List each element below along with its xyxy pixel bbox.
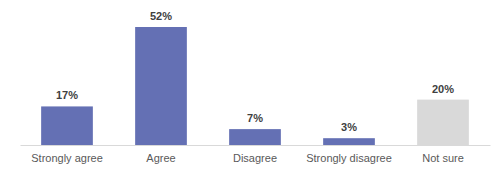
data-labels: 17% 52% 7% 3% 20%: [56, 10, 454, 133]
x-axis: Strongly agree Agree Disagree Strongly disa…: [21, 146, 491, 164]
data-label: 3%: [341, 121, 357, 133]
tick-label: Strongly agree: [31, 152, 103, 164]
tick: Strongly disagree: [306, 152, 392, 164]
data-label: 52%: [150, 10, 172, 22]
data-label: 20%: [432, 83, 454, 95]
tick-label: Disagree: [233, 152, 277, 164]
data-label: 17%: [56, 89, 78, 101]
tick-label: Strongly disagree: [306, 152, 392, 164]
data-label: 7%: [247, 112, 263, 124]
tick-label: Agree: [146, 152, 175, 164]
bar: [323, 138, 375, 145]
chart: Strongly agree Agree Disagree Strongly disa…: [0, 0, 500, 181]
plot-area: [41, 27, 469, 145]
bar: [417, 100, 469, 145]
tick: Strongly agree: [31, 152, 103, 164]
axis-line: [21, 145, 491, 146]
tick: Agree: [146, 152, 175, 164]
bar: [229, 129, 281, 145]
tick-label: Not sure: [422, 152, 464, 164]
bar: [135, 27, 187, 145]
tick: Not sure: [422, 152, 464, 164]
tick: Disagree: [233, 152, 277, 164]
bar: [41, 106, 93, 145]
